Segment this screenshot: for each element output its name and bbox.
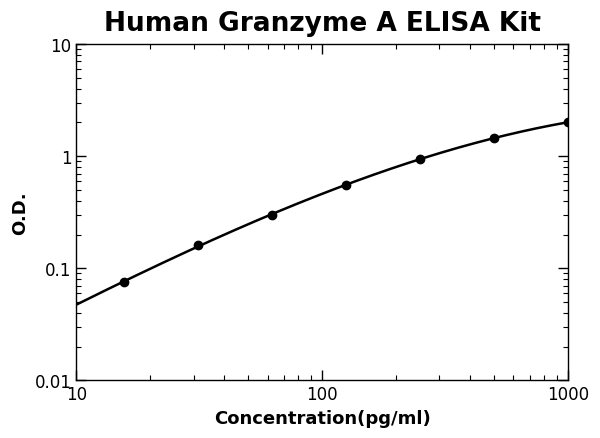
- X-axis label: Concentration(pg/ml): Concentration(pg/ml): [214, 409, 430, 427]
- Title: Human Granzyme A ELISA Kit: Human Granzyme A ELISA Kit: [104, 11, 541, 37]
- Y-axis label: O.D.: O.D.: [11, 191, 29, 234]
